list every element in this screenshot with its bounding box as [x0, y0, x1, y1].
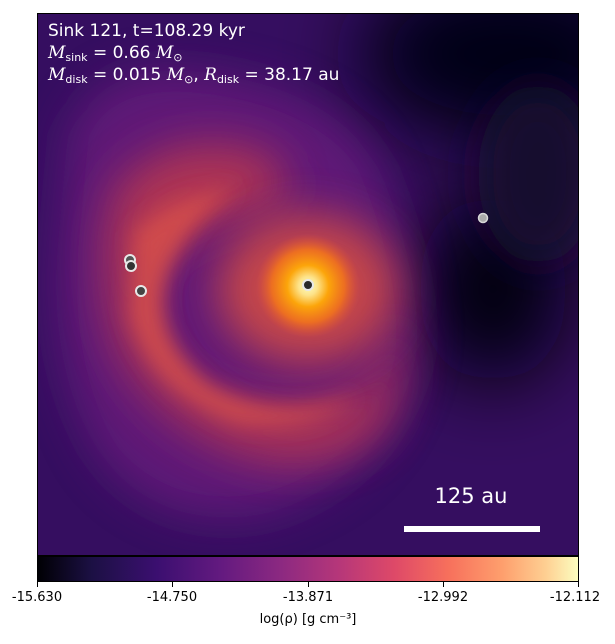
colorbar-label: log(ρ) [g cm⁻³]: [259, 612, 357, 627]
colorbar-tick: [308, 582, 309, 587]
colorbar-tick-label: -12.992: [417, 590, 469, 605]
colorbar-tick: [578, 582, 579, 587]
colorbar-tick: [37, 582, 38, 587]
central-sink-marker: [302, 279, 314, 291]
colorbar-tick-label: -12.112: [549, 590, 601, 605]
scale-bar-label: 125 au: [434, 484, 508, 508]
disk-properties: Mdisk = 0.015 M⊙, Rdisk = 38.17 au: [48, 65, 340, 86]
scale-bar: [404, 526, 540, 532]
density-map: Sink 121, t=108.29 kyr Msink = 0.66 M⊙ M…: [37, 13, 579, 556]
sink-title: Sink 121, t=108.29 kyr: [48, 21, 245, 41]
colorbar-tick: [443, 582, 444, 587]
colorbar: [37, 556, 579, 582]
density-image: [38, 14, 578, 555]
sink-marker: [125, 260, 137, 272]
colorbar-tick-label: -13.871: [282, 590, 334, 605]
sink-marker: [135, 285, 147, 297]
colorbar-tick-label: -15.630: [11, 590, 63, 605]
colorbar-tick-label: -14.750: [146, 590, 198, 605]
sink-mass: Msink = 0.66 M⊙: [48, 43, 183, 64]
colorbar-tick: [172, 582, 173, 587]
distant-sink-marker: [477, 212, 489, 224]
